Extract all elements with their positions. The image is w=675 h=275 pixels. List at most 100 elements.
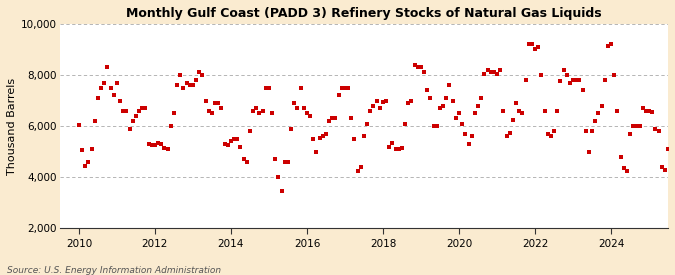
Point [346, 116, 356, 121]
Point [232, 137, 243, 141]
Point [444, 83, 455, 87]
Point [368, 103, 379, 108]
Point [577, 88, 588, 93]
Point [425, 96, 436, 100]
Point [637, 106, 648, 111]
Point [178, 86, 189, 90]
Point [146, 143, 157, 147]
Point [184, 83, 195, 87]
Point [431, 124, 442, 128]
Point [143, 142, 154, 146]
Point [251, 106, 262, 111]
Point [219, 142, 230, 146]
Point [593, 111, 603, 116]
Point [302, 111, 313, 116]
Point [321, 132, 331, 136]
Point [381, 98, 392, 103]
Point [261, 86, 271, 90]
Point [669, 119, 675, 123]
Point [463, 142, 474, 146]
Point [336, 86, 347, 90]
Point [111, 81, 122, 85]
Point [596, 103, 607, 108]
Point [618, 166, 629, 170]
Point [574, 78, 585, 82]
Point [435, 106, 446, 111]
Point [298, 106, 309, 111]
Point [403, 101, 414, 105]
Point [105, 86, 116, 90]
Point [121, 109, 132, 113]
Point [501, 134, 512, 139]
Point [248, 109, 259, 113]
Point [622, 169, 632, 173]
Point [118, 109, 129, 113]
Point [181, 81, 192, 85]
Point [418, 70, 429, 75]
Point [270, 157, 281, 162]
Point [292, 106, 303, 111]
Point [156, 142, 167, 146]
Point [80, 164, 90, 168]
Point [536, 73, 547, 77]
Point [200, 98, 211, 103]
Point [159, 146, 170, 150]
Point [96, 86, 107, 90]
Point [343, 86, 354, 90]
Point [530, 47, 541, 52]
Point [295, 86, 306, 90]
Point [92, 96, 103, 100]
Point [197, 73, 208, 77]
Point [412, 65, 423, 70]
Point [615, 155, 626, 159]
Point [324, 119, 335, 123]
Point [644, 109, 655, 113]
Point [469, 111, 480, 116]
Point [349, 137, 360, 141]
Point [650, 126, 661, 131]
Point [520, 78, 531, 82]
Point [549, 129, 560, 133]
Point [315, 136, 325, 140]
Point [539, 109, 550, 113]
Point [371, 98, 382, 103]
Point [289, 101, 300, 105]
Point [333, 93, 344, 98]
Point [564, 81, 575, 85]
Point [498, 109, 509, 113]
Point [448, 98, 458, 103]
Point [216, 106, 227, 111]
Point [526, 42, 537, 46]
Point [171, 83, 182, 87]
Point [397, 146, 408, 150]
Point [390, 147, 401, 151]
Point [523, 42, 534, 46]
Point [438, 103, 449, 108]
Point [308, 137, 319, 141]
Point [267, 111, 277, 116]
Point [466, 134, 477, 139]
Point [387, 141, 398, 145]
Point [77, 148, 88, 153]
Title: Monthly Gulf Coast (PADD 3) Refinery Stocks of Natural Gas Liquids: Monthly Gulf Coast (PADD 3) Refinery Sto… [126, 7, 602, 20]
Point [99, 81, 109, 85]
Point [628, 124, 639, 128]
Point [162, 147, 173, 151]
Point [545, 134, 556, 139]
Point [317, 134, 328, 139]
Point [128, 119, 138, 123]
Point [504, 130, 515, 135]
Point [666, 124, 675, 128]
Point [165, 124, 176, 128]
Point [375, 106, 385, 111]
Point [510, 101, 521, 105]
Point [130, 114, 141, 118]
Point [74, 123, 84, 127]
Point [472, 103, 483, 108]
Point [562, 73, 572, 77]
Point [583, 150, 594, 154]
Point [454, 111, 464, 116]
Point [409, 63, 420, 67]
Point [362, 121, 373, 126]
Point [242, 160, 252, 164]
